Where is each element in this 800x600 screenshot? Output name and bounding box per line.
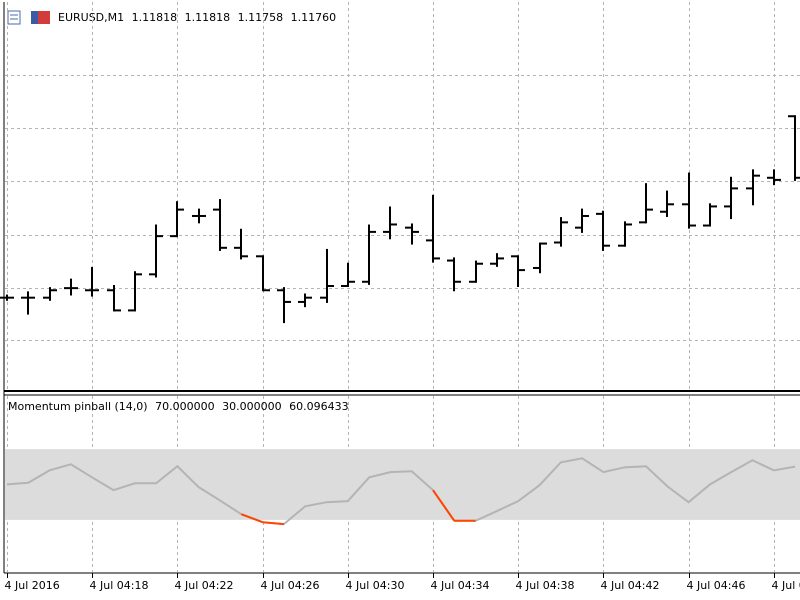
symbol-icons: [7, 10, 50, 25]
x-tick-label: 4 Jul 04:42: [601, 579, 660, 592]
x-tick-label: 4 Jul 04:46: [687, 579, 746, 592]
level: 70.000000: [155, 400, 215, 413]
icon: [38, 11, 50, 24]
indicator-line: [6, 457, 796, 526]
quote: 1.11760: [291, 11, 337, 24]
symbol: EURUSD,M1: [58, 11, 124, 24]
indicator-header: Momentum pinball (14,0) 70.000000 30.000…: [8, 400, 349, 413]
oversold-segment: [432, 489, 456, 522]
x-tick-label: 4 Jul 2016: [5, 579, 60, 592]
x-tick-label: 4 Jul 04:30: [346, 579, 405, 592]
icon: [7, 10, 21, 25]
x-tick-label: 4 Jul 04:34: [431, 579, 490, 592]
indicator-title: Momentum pinball (14,0): [8, 400, 148, 413]
x-tick-label: 4 Jul 04:38: [516, 579, 575, 592]
quote: 1.11818: [132, 11, 178, 24]
quote: 1.11758: [238, 11, 284, 24]
x-tick-label: 4 Jul 04:26: [261, 579, 320, 592]
quote: 1.11818: [185, 11, 231, 24]
x-tick-label: 4 Jul 04:22: [175, 579, 234, 592]
level-band: [5, 449, 800, 520]
x-tick-label: 4 Jul 04:18: [90, 579, 149, 592]
symbol-header: EURUSD,M1 1.11818 1.11818 1.11758 1.1176…: [58, 11, 336, 24]
indicator-value: 60.096433: [289, 400, 349, 413]
oversold-segment: [262, 521, 284, 526]
x-tick-label: 4 Jul 04:50: [772, 579, 800, 592]
level: 30.000000: [222, 400, 282, 413]
icon: [31, 11, 38, 24]
oversold-segment: [240, 513, 263, 524]
